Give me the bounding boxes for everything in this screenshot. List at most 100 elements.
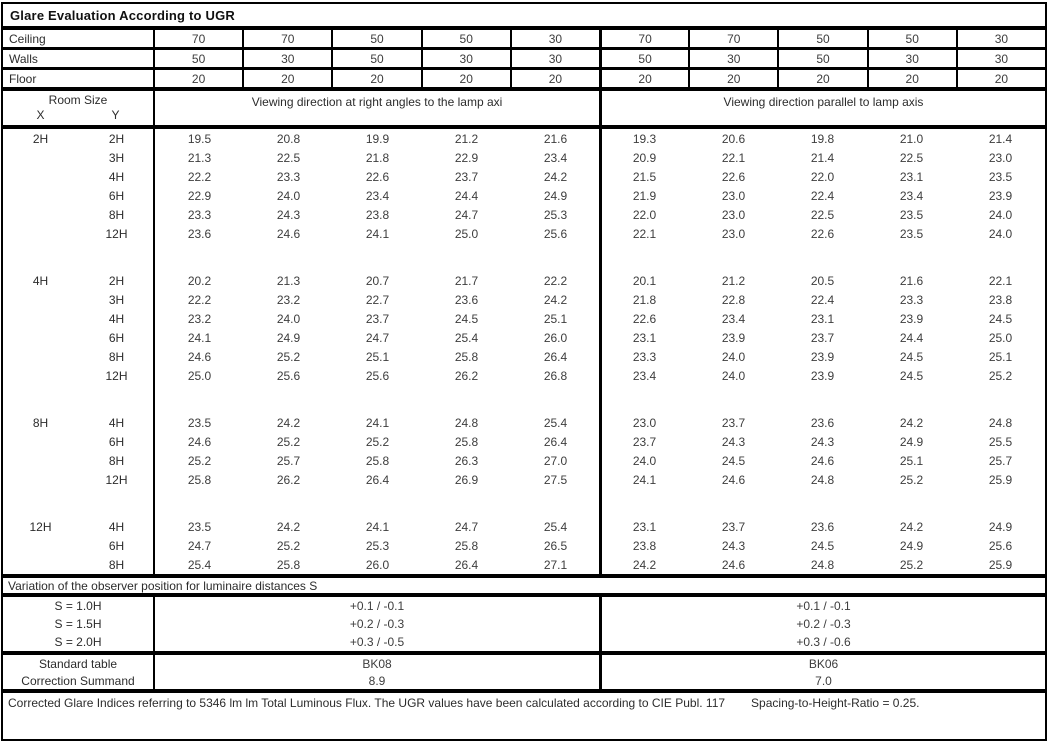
ugr-value-cell: 25.3 [365, 538, 390, 553]
reflectance-value: 50 [866, 30, 956, 47]
summary-row-label: Correction Summand [21, 673, 135, 688]
room-y-cell: 12H [105, 226, 128, 241]
ugr-value-cell: 23.7 [454, 169, 479, 184]
ugr-value-cell: 21.2 [721, 273, 746, 288]
table-row: 12H 23.6 24.6 24.1 25.0 25.6 22.1 23.0 22.6 23.5 2… [3, 224, 1045, 243]
ugr-value-cell: 25.2 [899, 472, 924, 487]
reflectance-value: 30 [688, 50, 777, 67]
ugr-value-cell: 24.9 [988, 519, 1013, 534]
ugr-value-cell: 24.5 [454, 311, 479, 326]
ugr-value-cell: 20.5 [810, 273, 835, 288]
ugr-value-cell: 23.4 [632, 368, 657, 383]
room-size-label: Room Size [48, 93, 108, 107]
reflectance-value: 30 [242, 50, 331, 67]
ugr-value-cell: 25.3 [543, 207, 568, 222]
ugr-value-cell: 24.0 [988, 207, 1013, 222]
ugr-value-cell: 25.0 [187, 368, 212, 383]
ugr-value-cell: 24.5 [899, 349, 924, 364]
room-size-header: Room Size X Y Viewing direction at right… [1, 89, 1047, 127]
reflectance-row: Ceiling 70 70 50 50 30 70 70 50 50 30 [3, 30, 1045, 50]
room-y-cell: 4H [108, 519, 125, 534]
ugr-value-cell: 25.2 [988, 368, 1013, 383]
ugr-value-cell: 22.5 [276, 150, 301, 165]
ugr-value-cell: 21.0 [899, 131, 924, 146]
observer-variation-row-value-crosswise: +0.1 / -0.1 [153, 597, 599, 615]
ugr-value-cell: 25.9 [988, 557, 1013, 572]
table-row: 8H 25.4 25.8 26.0 26.4 27.1 24.2 24.6 24.8 25.2 25… [3, 555, 1045, 574]
ugr-value-cell: 24.9 [899, 538, 924, 553]
ugr-value-cell: 20.9 [632, 150, 657, 165]
room-x-cell: 4H [32, 273, 49, 288]
vertical-divider-room-size [153, 129, 155, 574]
ugr-value-cell: 25.1 [365, 349, 390, 364]
summary-row-value-parallel: BK06 [599, 655, 1045, 672]
ugr-value-cell: 19.3 [632, 131, 657, 146]
room-x-cell [3, 470, 78, 489]
footer-text-right: Spacing-to-Height-Ratio = 0.25. [751, 696, 920, 710]
ugr-value-cell: 24.6 [187, 434, 212, 449]
ugr-value-cell: 22.7 [365, 292, 390, 307]
ugr-value-cell: 22.6 [632, 311, 657, 326]
room-size-cell: Room Size X Y [3, 91, 153, 125]
reflectance-value: 30 [866, 50, 956, 67]
ugr-value-cell: 23.3 [276, 169, 301, 184]
reflectance-value: 20 [420, 70, 510, 87]
ugr-value-cell: 21.6 [899, 273, 924, 288]
ugr-value-cell: 23.9 [899, 311, 924, 326]
table-row: 6H 24.6 25.2 25.2 25.8 26.4 23.7 24.3 24.3 24.9 25… [3, 432, 1045, 451]
ugr-value-cell: 24.2 [276, 519, 301, 534]
table-row: 12H 4H 23.5 24.2 24.1 24.7 25.4 23.1 23.7 23.6 24.… [3, 517, 1045, 536]
ugr-value-cell: 23.9 [721, 330, 746, 345]
observer-variation-row-label: S = 2.0H [54, 635, 102, 649]
ugr-value-cell: 25.9 [988, 472, 1013, 487]
room-y-cell: 6H [108, 330, 125, 345]
ugr-value-cell: 22.5 [810, 207, 835, 222]
reflectance-value: 50 [777, 30, 866, 47]
ugr-value-cell: 20.8 [276, 131, 301, 146]
table-row: 12H 25.8 26.2 26.4 26.9 27.5 24.1 24.6 24.8 25.2 2… [3, 470, 1045, 489]
ugr-value-cell: 24.4 [899, 330, 924, 345]
ugr-value-cell: 21.4 [988, 131, 1013, 146]
reflectance-value: 20 [688, 70, 777, 87]
ugr-value-cell: 21.2 [454, 131, 479, 146]
reflectance-label: Ceiling [9, 31, 46, 46]
xy-axis-labels: X Y [3, 108, 153, 122]
ugr-value-cell: 22.9 [454, 150, 479, 165]
observer-variation-row-value-crosswise: +0.3 / -0.5 [153, 633, 599, 651]
ugr-value-cell: 24.3 [810, 434, 835, 449]
ugr-value-cell: 25.5 [988, 434, 1013, 449]
ugr-value-cell: 25.0 [454, 226, 479, 241]
ugr-evaluation-table: Glare Evaluation According to UGR Ceilin… [1, 2, 1047, 741]
reflectance-value: 20 [153, 70, 242, 87]
ugr-value-cell: 23.9 [810, 368, 835, 383]
ugr-value-cell: 27.0 [543, 453, 568, 468]
ugr-value-cell: 24.3 [721, 434, 746, 449]
ugr-value-cell: 20.1 [632, 273, 657, 288]
observer-variation-row-label: S = 1.5H [54, 617, 102, 631]
ugr-value-cell: 22.1 [632, 226, 657, 241]
room-y-cell: 8H [108, 453, 125, 468]
ugr-value-cell: 24.6 [810, 453, 835, 468]
ugr-value-cell: 22.4 [810, 292, 835, 307]
ugr-value-cell: 25.8 [187, 472, 212, 487]
ugr-value-cell: 20.2 [187, 273, 212, 288]
reflectance-label: Floor [9, 71, 37, 86]
ugr-value-cell: 25.2 [899, 557, 924, 572]
ugr-value-cell: 25.8 [365, 453, 390, 468]
room-y-cell: 6H [108, 434, 125, 449]
ugr-value-cell: 22.5 [899, 150, 924, 165]
room-y-cell: 12H [105, 368, 128, 383]
observer-variation-row-value-parallel: +0.2 / -0.3 [599, 615, 1045, 633]
ugr-value-cell: 24.0 [721, 368, 746, 383]
ugr-value-cell: 23.1 [632, 519, 657, 534]
ugr-value-cell: 22.6 [810, 226, 835, 241]
ugr-value-cell: 23.9 [988, 188, 1013, 203]
ugr-value-cell: 26.9 [454, 472, 479, 487]
viewing-direction-parallel-label: Viewing direction parallel to lamp axis [599, 91, 1045, 125]
summary-row-value-crosswise: BK08 [153, 655, 599, 672]
room-y-cell: 4H [108, 311, 125, 326]
observer-variation-row-value-parallel: +0.1 / -0.1 [599, 597, 1045, 615]
ugr-value-cell: 21.7 [454, 273, 479, 288]
table-row: 8H 4H 23.5 24.2 24.1 24.8 25.4 23.0 23.7 23.6 24.2… [3, 413, 1045, 432]
observer-variation-row-value-crosswise: +0.2 / -0.3 [153, 615, 599, 633]
